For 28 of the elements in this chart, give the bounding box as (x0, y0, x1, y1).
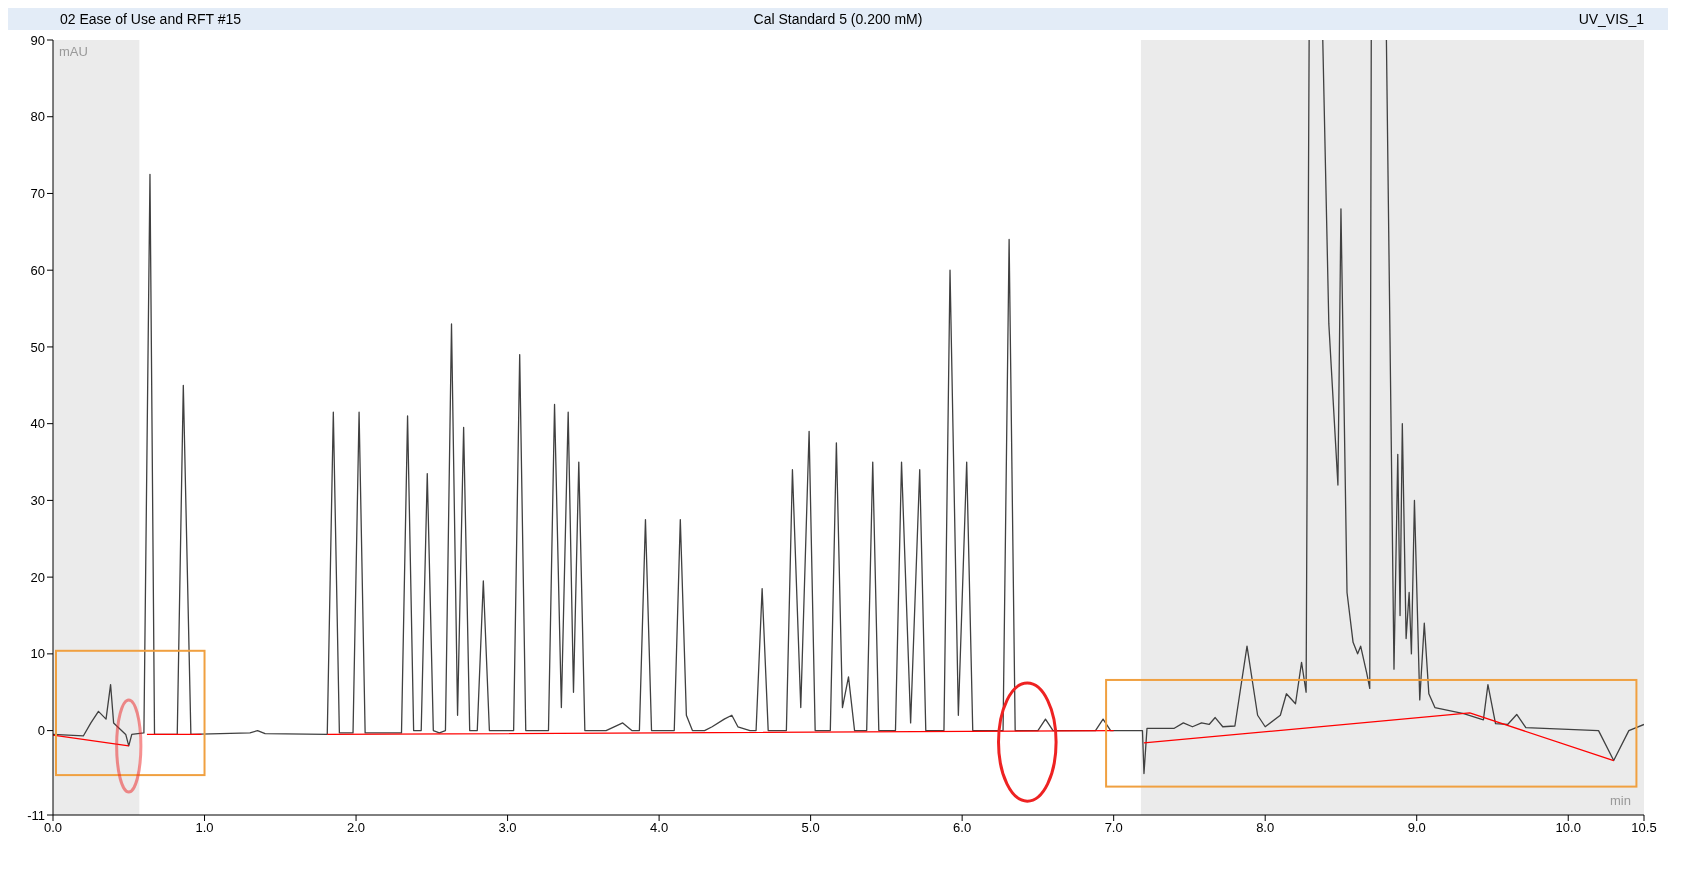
x-tick-label: 4.0 (650, 820, 669, 836)
y-tick-label: 40 (30, 416, 45, 432)
x-tick-label: 8.0 (1256, 820, 1275, 836)
x-tick-label: 10.0 (1555, 820, 1581, 836)
x-tick-label: 7.0 (1104, 820, 1123, 836)
y-axis-title: mAU (59, 44, 88, 59)
y-tick-label: 50 (30, 339, 45, 355)
y-tick-label: 90 (30, 32, 45, 48)
y-tick-label: 10 (30, 646, 45, 662)
y-tick-label: 0 (37, 723, 45, 739)
y-tick-label: 70 (30, 186, 45, 202)
x-tick-label: 1.0 (195, 820, 214, 836)
x-axis-title: min (1610, 793, 1631, 808)
y-tick-label: -11 (27, 807, 45, 823)
y-tick-label: 80 (30, 109, 45, 125)
x-tick-label: 10.5 (1631, 820, 1657, 836)
x-tick-label: 6.0 (953, 820, 972, 836)
chart-subtitle: Cal Standard 5 (0.200 mM) (753, 11, 923, 27)
x-tick-label: 3.0 (498, 820, 517, 836)
y-tick-label: 20 (30, 569, 45, 585)
x-tick-label: 2.0 (347, 820, 366, 836)
x-tick-label: 9.0 (1407, 820, 1426, 836)
x-tick-label: 0.0 (43, 820, 63, 836)
x-tick-label: 5.0 (801, 820, 820, 836)
y-tick-label: 30 (30, 493, 45, 509)
y-tick-label: 60 (30, 262, 45, 278)
text: UV_VIS_1 (1578, 11, 1644, 27)
chart-title: 02 Ease of Use and RFT #15 (60, 11, 242, 27)
